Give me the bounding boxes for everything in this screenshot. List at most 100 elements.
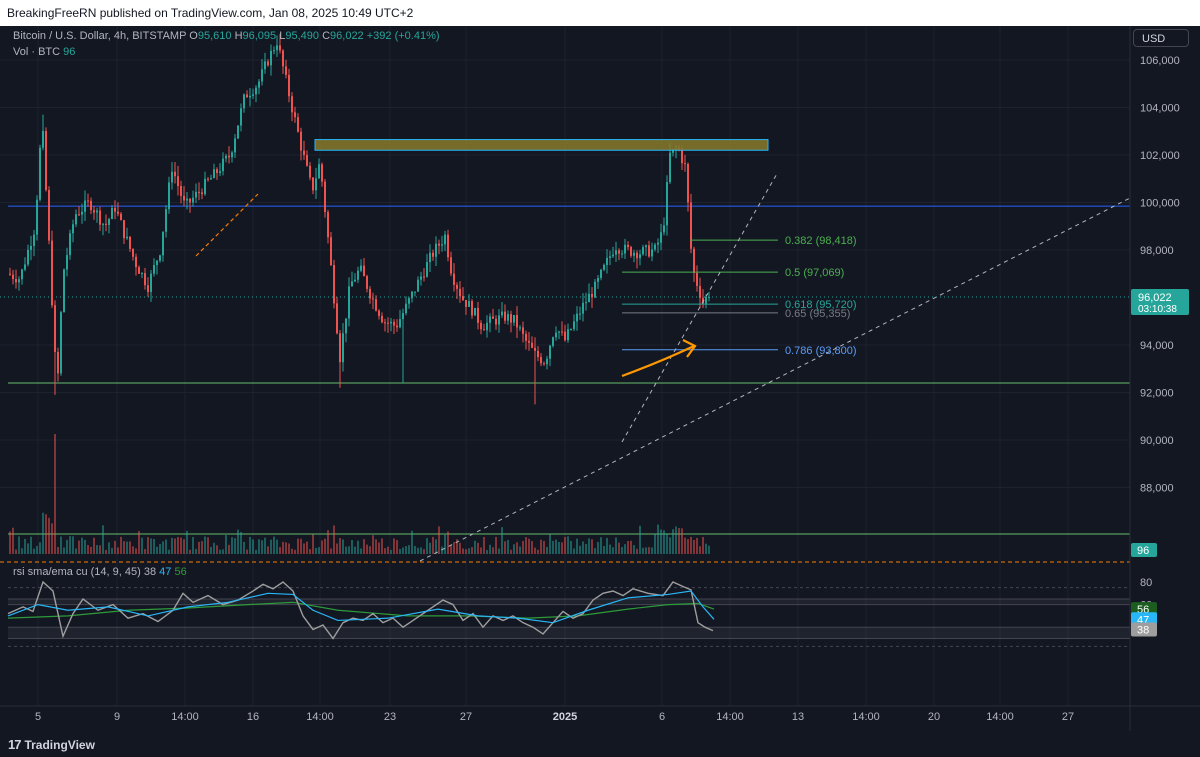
volume-bar: [111, 547, 113, 554]
candle-body: [264, 61, 266, 70]
candle-body: [477, 307, 479, 323]
volume-bar: [174, 538, 176, 554]
volume-bar: [141, 537, 143, 554]
candle-body: [21, 269, 23, 280]
volume-bar: [30, 536, 32, 554]
candle-body: [576, 313, 578, 322]
candle: [507, 310, 509, 325]
candle-body: [225, 155, 227, 159]
candle-body: [573, 321, 575, 330]
volume-bar: [474, 540, 476, 554]
volume-bar: [180, 537, 182, 554]
volume-bar: [693, 539, 695, 554]
candle: [642, 244, 644, 256]
volume-bar: [24, 538, 26, 554]
candle-body: [273, 50, 275, 52]
candle-body: [90, 200, 92, 211]
volume-bar: [291, 548, 293, 554]
currency-button[interactable]: USD: [1133, 29, 1189, 47]
candle: [30, 235, 32, 261]
candle-body: [192, 197, 194, 203]
candle-body: [567, 329, 569, 341]
published-text: BreakingFreeRN published on TradingView.…: [7, 6, 414, 20]
candle: [573, 314, 575, 332]
volume-bar: [708, 545, 710, 554]
volume-bar: [444, 534, 446, 554]
volume-bar: [48, 517, 50, 554]
candle-body: [96, 210, 98, 213]
volume-bar: [570, 540, 572, 554]
candle: [147, 277, 149, 297]
candle-body: [603, 264, 605, 270]
candle-body: [231, 152, 233, 158]
chart-area[interactable]: 0.382 (98,418) 0.5 (97,069) 0.618 (95,720)…: [0, 26, 1200, 731]
candle-body: [705, 296, 707, 304]
volume-bar: [219, 549, 221, 554]
volume-bar: [96, 545, 98, 554]
high-value: 96,095: [242, 30, 277, 42]
volume-bar: [588, 538, 590, 554]
volume-bar: [414, 546, 416, 554]
candle: [78, 206, 80, 216]
price-tick-label: 98,000: [1140, 245, 1174, 257]
volume-bar: [675, 526, 677, 554]
candle: [225, 153, 227, 163]
volume-label: Vol · BTC: [13, 46, 61, 58]
candle-body: [702, 297, 704, 304]
candle: [699, 277, 701, 308]
volume-bar: [57, 547, 59, 554]
candle-body: [627, 244, 629, 248]
candle-body: [555, 332, 557, 338]
candle-body: [561, 331, 563, 333]
volume-bar: [387, 546, 389, 554]
volume-bar: [156, 546, 158, 554]
rsi-band-upper: [8, 598, 1130, 605]
volume-bar: [252, 539, 254, 554]
candle: [129, 236, 131, 252]
low-value: 95,490: [285, 30, 320, 42]
volume-bar: [633, 545, 635, 554]
candle: [159, 254, 161, 263]
time-tick-label: 20: [928, 711, 940, 723]
candle-body: [438, 243, 440, 246]
volume-bar: [666, 533, 668, 554]
candle: [609, 250, 611, 266]
candle: [75, 209, 77, 228]
candle-body: [309, 165, 311, 178]
volume-bar: [51, 523, 53, 554]
candle-body: [81, 211, 83, 215]
trendline-steep: [621, 171, 779, 443]
candle-body: [669, 152, 671, 183]
volume-bar: [243, 541, 245, 554]
candle: [528, 331, 530, 351]
volume-bar: [465, 549, 467, 554]
candle-body: [189, 198, 191, 203]
candle: [537, 346, 539, 362]
candle-body: [624, 244, 626, 254]
volume-bar: [108, 542, 110, 554]
volume-bar: [294, 549, 296, 554]
candle: [501, 302, 503, 318]
candle-body: [27, 249, 29, 265]
candle-body: [153, 265, 155, 274]
candle: [87, 193, 89, 207]
candle: [57, 347, 59, 382]
tradingview-logo[interactable]: 17 TradingView: [8, 737, 95, 752]
candle-body: [660, 232, 662, 243]
candle-body: [537, 350, 539, 358]
high-label: H: [234, 30, 243, 42]
candle: [135, 253, 137, 276]
candle-body: [39, 147, 41, 200]
candle-body: [609, 256, 611, 258]
volume-bar: [204, 536, 206, 554]
volume-bar: [105, 549, 107, 554]
candle-body: [522, 327, 524, 334]
time-axis: 5 9 14:00 16 14:00 23 27 2025 6 14:00 13 14:00 20 14:…: [0, 26, 1200, 731]
candle: [90, 197, 92, 215]
volume-bar: [591, 539, 593, 554]
candle: [111, 205, 113, 220]
volume-bar: [402, 547, 404, 554]
candle: [450, 251, 452, 277]
candle: [624, 238, 626, 259]
candle-body: [654, 244, 656, 250]
